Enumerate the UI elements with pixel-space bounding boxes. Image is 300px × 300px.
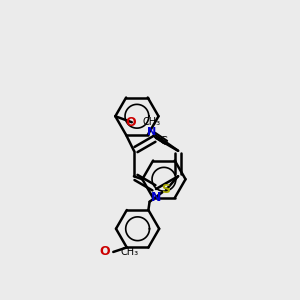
Text: O: O	[125, 116, 136, 129]
Text: O: O	[100, 245, 110, 259]
Text: N: N	[147, 128, 156, 137]
Text: N: N	[151, 191, 161, 204]
Text: CH₃: CH₃	[121, 247, 139, 257]
Text: S: S	[162, 183, 171, 196]
Text: CH₃: CH₃	[142, 117, 160, 127]
Text: C: C	[160, 136, 168, 146]
